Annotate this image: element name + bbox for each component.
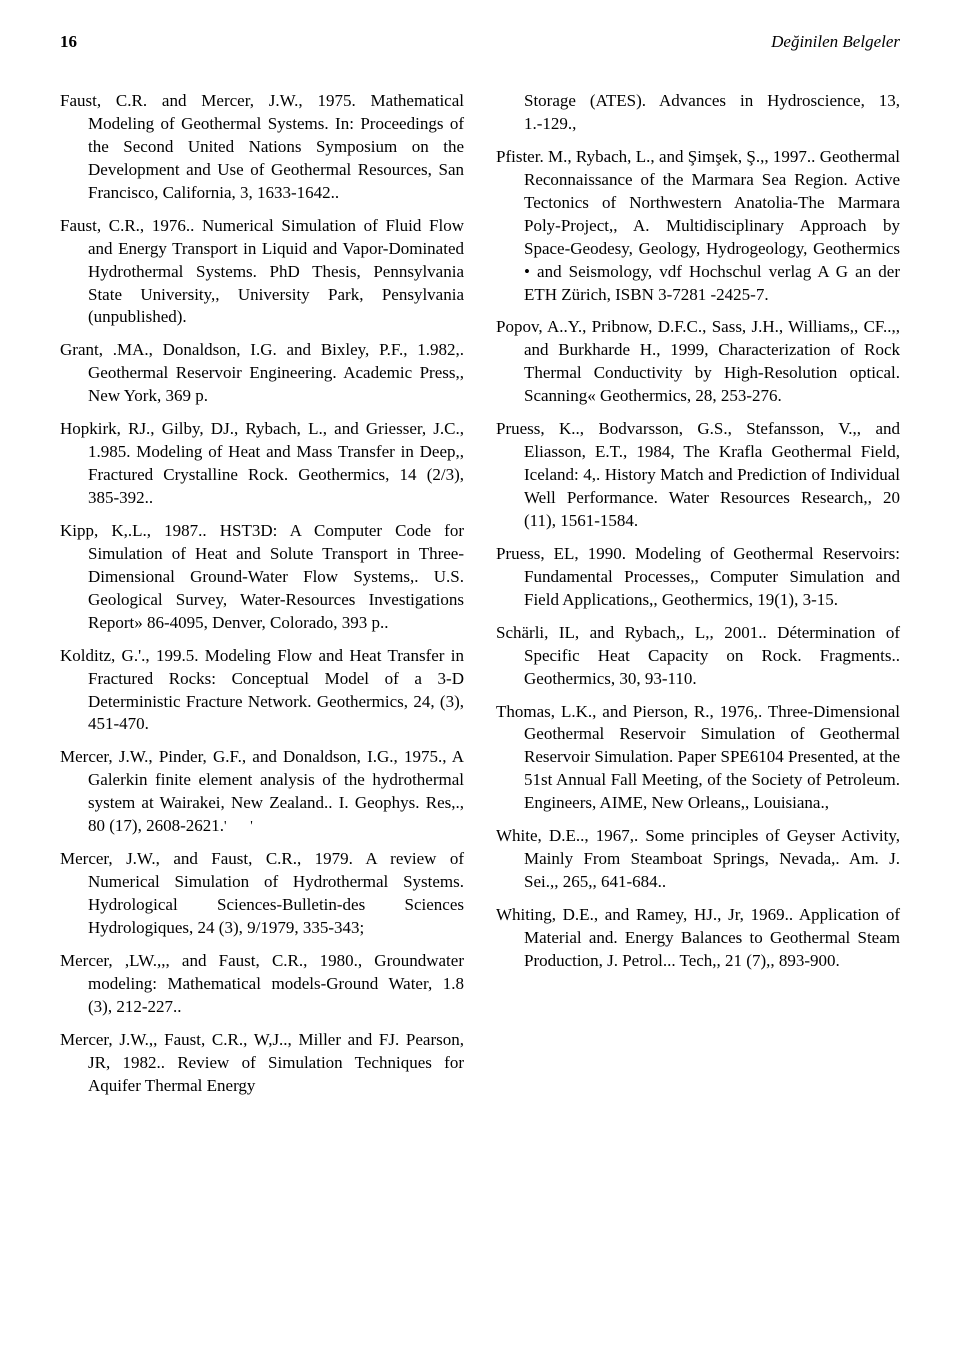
reference-entry: Hopkirk, RJ., Gilby, DJ., Rybach, L., an… — [60, 418, 464, 510]
reference-columns: Faust, C.R. and Mercer, J.W., 1975. Math… — [60, 90, 900, 1108]
right-column: Storage (ATES). Advances in Hydroscience… — [496, 90, 900, 1108]
reference-entry: Kipp, K,.L., 1987.. HST3D: A Computer Co… — [60, 520, 464, 635]
page-header: 16 Değinilen Belgeler — [60, 32, 900, 52]
reference-entry: Faust, C.R., 1976.. Numerical Simulation… — [60, 215, 464, 330]
left-column: Faust, C.R. and Mercer, J.W., 1975. Math… — [60, 90, 464, 1108]
reference-entry: Mercer, J.W., Pinder, G.F., and Donaldso… — [60, 746, 464, 838]
page: 16 Değinilen Belgeler Faust, C.R. and Me… — [0, 0, 960, 1367]
reference-entry: Faust, C.R. and Mercer, J.W., 1975. Math… — [60, 90, 464, 205]
reference-entry: Kolditz, G.'., 199.5. Modeling Flow and … — [60, 645, 464, 737]
tick-mark-icon: ' — [254, 818, 276, 837]
tick-mark-icon: ' — [228, 818, 250, 837]
reference-entry: Thomas, L.K., and Pierson, R., 1976,. Th… — [496, 701, 900, 816]
reference-entry: Whiting, D.E., and Ramey, HJ., Jr, 1969.… — [496, 904, 900, 973]
running-title: Değinilen Belgeler — [771, 32, 900, 52]
reference-entry: Pruess, K.., Bodvarsson, G.S., Stefansso… — [496, 418, 900, 533]
page-number: 16 — [60, 32, 77, 52]
reference-entry: Pfister. M., Rybach, L., and Şimşek, Ş.,… — [496, 146, 900, 307]
reference-entry: White, D.E.., 1967,. Some principles of … — [496, 825, 900, 894]
reference-entry: Grant, .MA., Donaldson, I.G. and Bixley,… — [60, 339, 464, 408]
reference-entry-continuation: Storage (ATES). Advances in Hydroscience… — [496, 90, 900, 136]
reference-entry: Mercer, J.W., and Faust, C.R., 1979. A r… — [60, 848, 464, 940]
reference-entry: Schärli, IL, and Rybach,, L,, 2001.. Dét… — [496, 622, 900, 691]
reference-entry: Pruess, EL, 1990. Modeling of Geothermal… — [496, 543, 900, 612]
reference-entry: Mercer, ,LW.,,, and Faust, C.R., 1980., … — [60, 950, 464, 1019]
reference-entry: Popov, A..Y., Pribnow, D.F.C., Sass, J.H… — [496, 316, 900, 408]
reference-entry: Mercer, J.W.,, Faust, C.R., W,J.., Mille… — [60, 1029, 464, 1098]
